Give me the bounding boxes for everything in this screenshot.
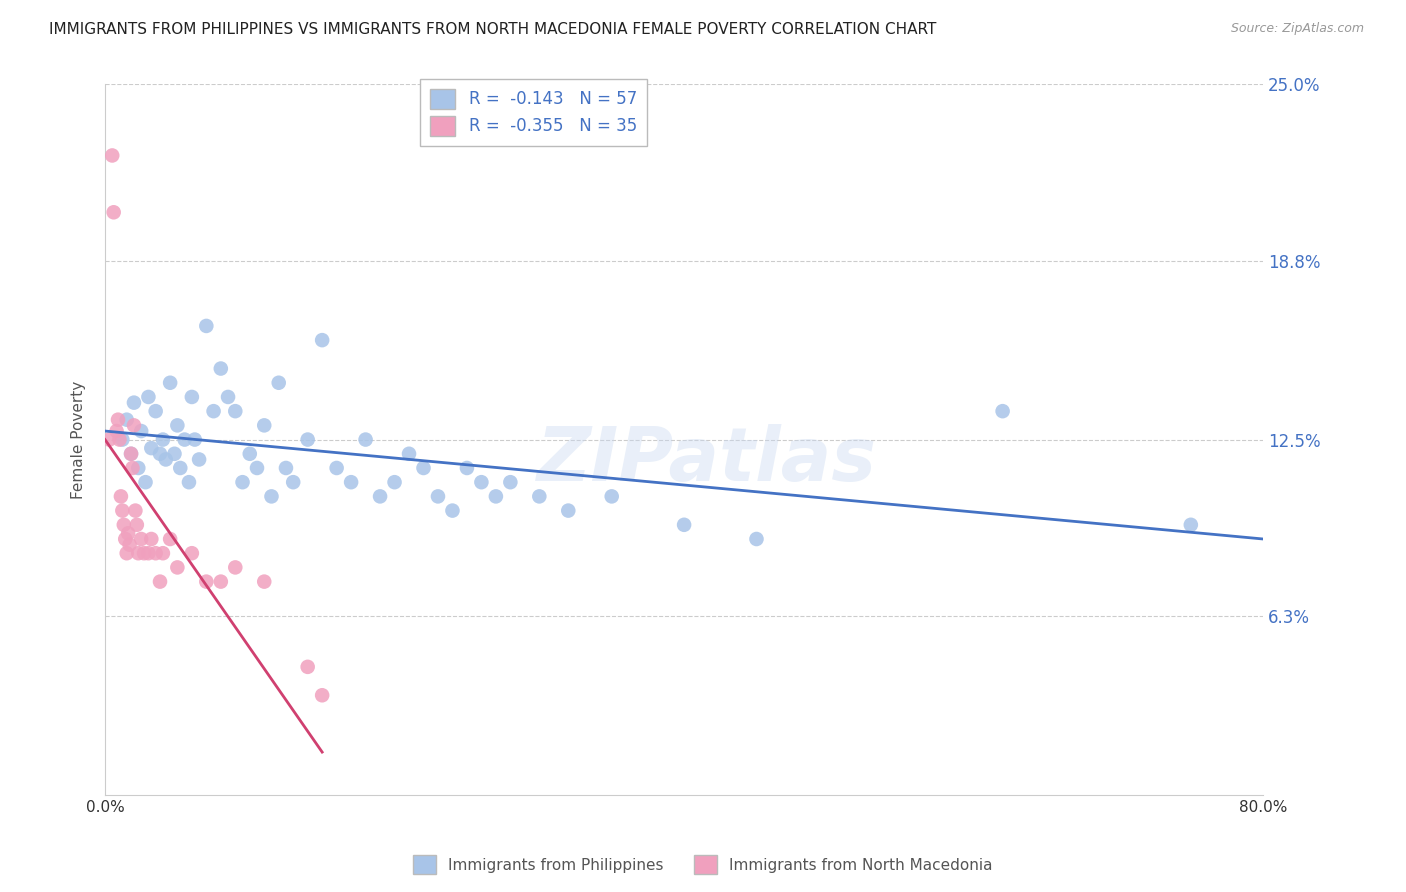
Point — [138, 390, 160, 404]
Point — [152, 433, 174, 447]
Point — [274, 461, 297, 475]
Point — [141, 441, 163, 455]
Point — [600, 489, 623, 503]
Point — [166, 418, 188, 433]
Point — [297, 433, 319, 447]
Legend: Immigrants from Philippines, Immigrants from North Macedonia: Immigrants from Philippines, Immigrants … — [406, 849, 1000, 880]
Point — [267, 376, 290, 390]
Point — [127, 546, 149, 560]
Y-axis label: Female Poverty: Female Poverty — [72, 381, 86, 499]
Point — [470, 475, 492, 490]
Point — [127, 461, 149, 475]
Point — [124, 503, 146, 517]
Point — [129, 424, 152, 438]
Point — [120, 447, 142, 461]
Point — [155, 452, 177, 467]
Point — [177, 475, 200, 490]
Point — [111, 433, 134, 447]
Point — [354, 433, 377, 447]
Point — [129, 532, 152, 546]
Point — [111, 503, 134, 517]
Point — [311, 688, 333, 702]
Point — [224, 560, 246, 574]
Point — [412, 461, 434, 475]
Point — [260, 489, 283, 503]
Point — [121, 461, 143, 475]
Point — [283, 475, 305, 490]
Point — [253, 574, 276, 589]
Point — [120, 447, 142, 461]
Point — [485, 489, 508, 503]
Point — [98, 433, 121, 447]
Point — [145, 546, 167, 560]
Point — [184, 433, 207, 447]
Point — [1180, 517, 1202, 532]
Point — [101, 148, 124, 162]
Point — [152, 546, 174, 560]
Point — [169, 461, 191, 475]
Text: Source: ZipAtlas.com: Source: ZipAtlas.com — [1230, 22, 1364, 36]
Point — [105, 424, 128, 438]
Point — [118, 538, 141, 552]
Point — [231, 475, 253, 490]
Point — [195, 574, 218, 589]
Point — [138, 546, 160, 560]
Point — [107, 412, 129, 426]
Point — [149, 574, 172, 589]
Point — [557, 503, 579, 517]
Point — [384, 475, 406, 490]
Point — [112, 517, 135, 532]
Legend: R =  -0.143   N = 57, R =  -0.355   N = 35: R = -0.143 N = 57, R = -0.355 N = 35 — [420, 78, 647, 146]
Point — [114, 532, 136, 546]
Point — [180, 546, 202, 560]
Point — [159, 532, 181, 546]
Point — [122, 395, 145, 409]
Point — [166, 560, 188, 574]
Point — [135, 475, 157, 490]
Point — [253, 418, 276, 433]
Point — [529, 489, 551, 503]
Point — [441, 503, 464, 517]
Point — [110, 489, 132, 503]
Point — [141, 532, 163, 546]
Point — [217, 390, 239, 404]
Point — [499, 475, 522, 490]
Point — [340, 475, 363, 490]
Point — [209, 574, 232, 589]
Point — [188, 452, 211, 467]
Point — [173, 433, 195, 447]
Point — [311, 333, 333, 347]
Point — [115, 546, 138, 560]
Point — [132, 546, 155, 560]
Point — [325, 461, 347, 475]
Point — [673, 517, 696, 532]
Point — [103, 205, 125, 219]
Point — [163, 447, 186, 461]
Point — [117, 526, 139, 541]
Point — [180, 390, 202, 404]
Point — [246, 461, 269, 475]
Point — [427, 489, 450, 503]
Point — [209, 361, 232, 376]
Point — [991, 404, 1014, 418]
Point — [149, 447, 172, 461]
Point — [145, 404, 167, 418]
Point — [115, 412, 138, 426]
Point — [122, 418, 145, 433]
Point — [297, 660, 319, 674]
Point — [745, 532, 768, 546]
Point — [224, 404, 246, 418]
Point — [368, 489, 391, 503]
Point — [202, 404, 225, 418]
Point — [398, 447, 420, 461]
Point — [108, 433, 131, 447]
Point — [125, 517, 148, 532]
Point — [239, 447, 262, 461]
Point — [195, 318, 218, 333]
Point — [456, 461, 478, 475]
Text: ZIPatlas: ZIPatlas — [537, 425, 877, 498]
Point — [159, 376, 181, 390]
Text: IMMIGRANTS FROM PHILIPPINES VS IMMIGRANTS FROM NORTH MACEDONIA FEMALE POVERTY CO: IMMIGRANTS FROM PHILIPPINES VS IMMIGRANT… — [49, 22, 936, 37]
